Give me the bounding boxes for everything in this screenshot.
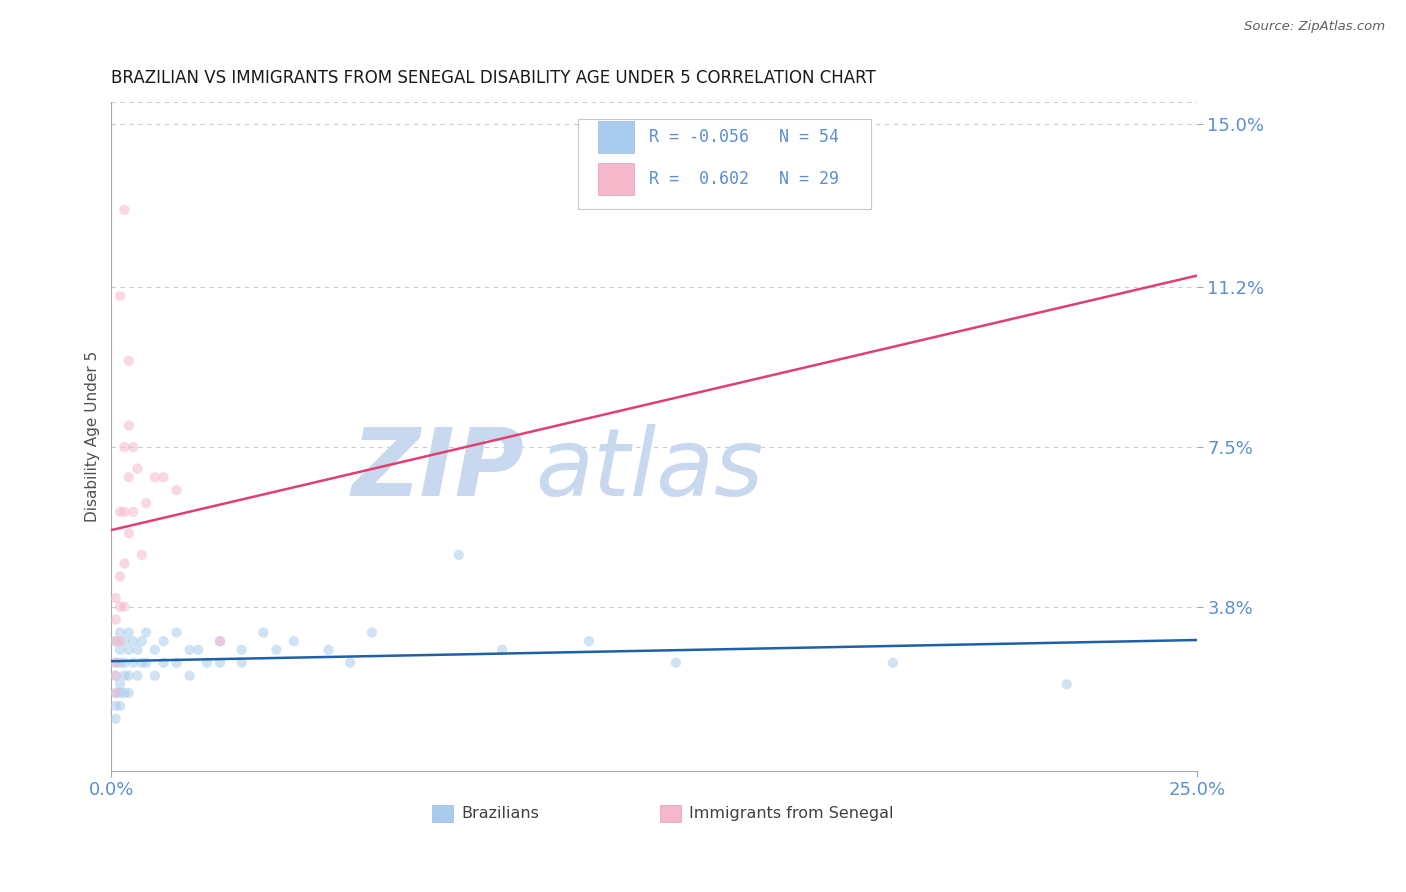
Text: R = -0.056   N = 54: R = -0.056 N = 54 [648,128,839,146]
Point [118,418,141,433]
Point [179,669,201,683]
Point [578,634,600,648]
Y-axis label: Disability Age Under 5: Disability Age Under 5 [86,351,100,522]
Point [179,642,201,657]
Point [231,656,253,670]
Point [104,656,127,670]
Text: Source: ZipAtlas.com: Source: ZipAtlas.com [1244,20,1385,33]
Point [208,634,231,648]
Point [104,669,127,683]
Point [108,625,131,640]
Point [108,599,131,614]
Text: atlas: atlas [534,425,763,516]
Point [339,656,361,670]
Point [152,656,174,670]
Point [252,625,274,640]
Point [187,642,209,657]
Point [318,642,340,657]
Point [665,656,688,670]
Point [104,634,127,648]
Point [108,698,131,713]
Bar [659,805,682,822]
Point [491,642,513,657]
Point [118,686,141,700]
Point [131,634,153,648]
Point [104,712,127,726]
Point [108,505,131,519]
Point [104,656,127,670]
Point [114,686,136,700]
Text: R =  0.602   N = 29: R = 0.602 N = 29 [648,170,839,188]
Point [118,642,141,657]
Text: BRAZILIAN VS IMMIGRANTS FROM SENEGAL DISABILITY AGE UNDER 5 CORRELATION CHART: BRAZILIAN VS IMMIGRANTS FROM SENEGAL DIS… [111,69,876,87]
Point [114,557,136,571]
Text: Immigrants from Senegal: Immigrants from Senegal [689,805,893,821]
Point [266,642,288,657]
Point [127,669,149,683]
Point [114,669,136,683]
Point [143,470,166,484]
Point [208,634,231,648]
Point [152,634,174,648]
Text: ZIP: ZIP [352,424,524,516]
Point [1056,677,1078,691]
Point [108,289,131,303]
Point [195,656,218,670]
Point [166,483,188,498]
Point [104,686,127,700]
Point [231,642,253,657]
Point [104,613,127,627]
Point [166,656,188,670]
Point [122,656,145,670]
Point [108,634,131,648]
Point [104,591,127,605]
Point [108,677,131,691]
Point [108,656,131,670]
Point [122,440,145,454]
Point [361,625,384,640]
Point [114,505,136,519]
Point [131,548,153,562]
Bar [598,163,634,195]
Text: Brazilians: Brazilians [461,805,538,821]
Point [447,548,470,562]
Point [108,686,131,700]
Point [882,656,904,670]
FancyBboxPatch shape [578,119,872,209]
Bar [432,805,453,822]
Point [114,634,136,648]
Point [108,569,131,583]
Point [122,505,145,519]
Point [118,353,141,368]
Point [114,599,136,614]
Point [104,686,127,700]
Point [118,669,141,683]
Point [135,496,157,510]
Point [127,642,149,657]
Point [143,669,166,683]
Point [114,656,136,670]
Point [135,625,157,640]
Point [131,656,153,670]
Point [118,526,141,541]
Point [114,440,136,454]
Point [104,698,127,713]
Point [135,656,157,670]
Point [122,634,145,648]
Point [127,461,149,475]
Point [166,625,188,640]
Point [208,656,231,670]
Bar [598,121,634,153]
Point [118,470,141,484]
Point [118,625,141,640]
Point [152,470,174,484]
Point [114,202,136,217]
Point [143,642,166,657]
Point [104,669,127,683]
Point [104,634,127,648]
Point [108,642,131,657]
Point [283,634,305,648]
